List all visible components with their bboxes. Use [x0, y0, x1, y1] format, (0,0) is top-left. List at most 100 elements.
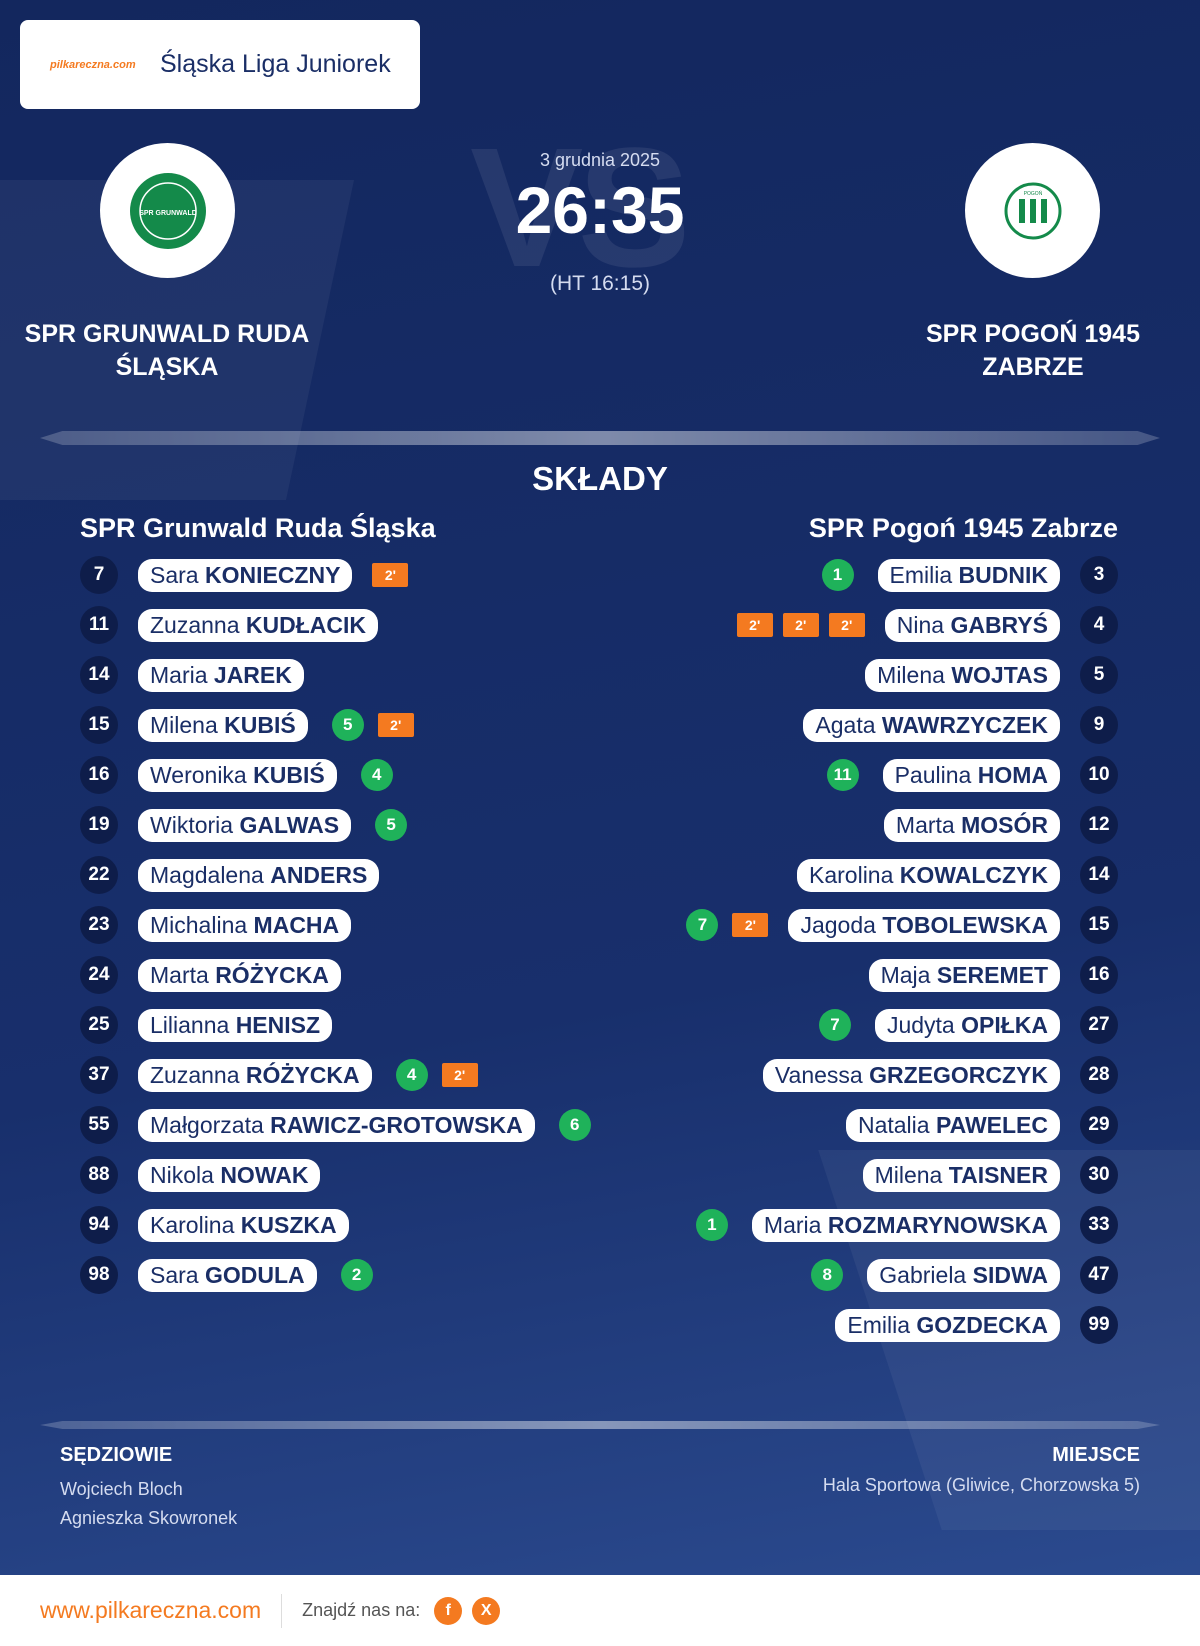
first-name: Gabriela [879, 1261, 967, 1288]
venue: Hala Sportowa (Gliwice, Chorzowska 5) [822, 1475, 1140, 1495]
first-name: Weronika [150, 761, 247, 788]
header-card: pilkareczna.com Śląska Liga Juniorek [20, 20, 420, 109]
first-name: Marta [895, 811, 955, 838]
shirt-number: 14 [80, 656, 118, 694]
player-row: Vanessa GRZEGORCZYK 28 [753, 1055, 1118, 1095]
first-name: Emilia [889, 561, 953, 588]
official: Agnieszka Skowronek [60, 1508, 238, 1528]
penalty-badge: 2' [736, 613, 773, 637]
player-row: 16 Weronika KUBIŚ 4 [80, 755, 397, 795]
player-name: Lilianna HENISZ [138, 1008, 333, 1042]
first-name: Maria [150, 661, 208, 688]
section-title: SKŁADY [532, 460, 668, 497]
player-row: Natalia PAWELEC 29 [836, 1105, 1118, 1145]
player-name: Milena KUBIŚ [138, 708, 308, 742]
first-name: Nina [896, 611, 945, 638]
last-name: RAWICZ-GROTOWSKA [270, 1111, 523, 1138]
player-row: 37 Zuzanna RÓŻYCKA 4 2' [80, 1055, 478, 1095]
player-row: 1 Emilia BUDNIK 3 [818, 555, 1118, 595]
officials: Wojciech Bloch Agnieszka Skowronek [60, 1475, 237, 1533]
player-name: Maja SEREMET [868, 958, 1060, 992]
player-row: Milena TAISNER 30 [853, 1155, 1118, 1195]
first-name: Małgorzata [150, 1111, 264, 1138]
player-row: Milena WOJTAS 5 [855, 655, 1118, 695]
first-name: Maria [763, 1211, 822, 1238]
shirt-number: 28 [1080, 1056, 1118, 1094]
player-name: Nina GABRYŚ [884, 608, 1060, 642]
player-name: Emilia BUDNIK [877, 558, 1060, 592]
home-lineup-title: SPR Grunwald Ruda Śląska [80, 513, 436, 543]
player-row: 8 Gabriela SIDWA 47 [807, 1255, 1118, 1295]
officials-label: SĘDZIOWIE [60, 1444, 173, 1466]
goals-badge: 2 [340, 1259, 373, 1291]
score: 26:35 [515, 173, 685, 247]
watermark: VS [470, 113, 691, 303]
last-name: JAREK [213, 661, 292, 688]
last-name: OPIŁKA [961, 1011, 1048, 1038]
player-row: 7 2' Jagoda TOBOLEWSKA 15 [682, 905, 1118, 945]
goals-badge: 1 [821, 559, 854, 591]
player-name: Karolina KOWALCZYK [797, 858, 1060, 892]
player-name: Sara KONIECZNY [138, 558, 353, 592]
shirt-number: 24 [80, 956, 118, 994]
penalty-badge: 2' [441, 1063, 478, 1087]
match-date: 3 grudnia 2025 [539, 150, 661, 170]
league-title: Śląska Liga Juniorek [160, 50, 391, 78]
brand-sub: .com [109, 58, 136, 71]
first-name: Sara [150, 561, 199, 588]
away-logo: POGOŃ [965, 143, 1100, 278]
shirt-number: 98 [80, 1256, 118, 1294]
player-row: 7 Judyta OPIŁKA 27 [815, 1005, 1118, 1045]
first-name: Jagoda [800, 911, 876, 938]
last-name: WOJTAS [951, 661, 1048, 688]
player-row: 19 Wiktoria GALWAS 5 [80, 805, 411, 845]
last-name: KUBIŚ [224, 711, 296, 738]
first-name: Nikola [150, 1161, 214, 1188]
player-name: Judyta OPIŁKA [874, 1008, 1060, 1042]
player-row: 7 Sara KONIECZNY 2' [80, 555, 409, 595]
goals-badge: 1 [695, 1209, 728, 1241]
player-name: Karolina KUSZKA [138, 1208, 349, 1242]
away-lineup-title: SPR Pogoń 1945 Zabrze [808, 513, 1118, 543]
first-name: Milena [874, 1161, 943, 1188]
first-name: Marta [150, 961, 209, 988]
shirt-number: 15 [1080, 906, 1118, 944]
penalty-badge: 2' [828, 613, 865, 637]
last-name: KOWALCZYK [899, 861, 1048, 888]
player-name: Zuzanna KUDŁACIK [138, 608, 379, 642]
shirt-number: 19 [80, 806, 118, 844]
last-name: KUSZKA [240, 1211, 337, 1238]
facebook-icon[interactable]: f [434, 1596, 463, 1625]
away-name: SPR POGOŃ 1945 ZABRZE [926, 320, 1140, 381]
player-row: 11 Paulina HOMA 10 [823, 755, 1118, 795]
player-row: 15 Milena KUBIŚ 5 2' [80, 705, 414, 745]
divider [40, 1421, 1160, 1429]
last-name: GODULA [204, 1261, 305, 1288]
home-logo: SPR GRUNWALD [100, 143, 235, 278]
player-name: Maria ROZMARYNOWSKA [751, 1208, 1060, 1242]
goals-badge: 5 [331, 709, 364, 741]
last-name: HOMA [977, 761, 1048, 788]
shirt-number: 88 [80, 1156, 118, 1194]
shirt-number: 16 [1080, 956, 1118, 994]
player-row: 25 Lilianna HENISZ [80, 1005, 342, 1045]
player-row: 55 Małgorzata RAWICZ-GROTOWSKA 6 [80, 1105, 595, 1145]
last-name: WAWRZYCZEK [881, 711, 1048, 738]
first-name: Sara [150, 1261, 199, 1288]
shirt-number: 7 [80, 556, 118, 594]
player-name: Gabriela SIDWA [867, 1258, 1060, 1292]
x-icon[interactable]: X [472, 1596, 501, 1625]
shirt-number: 37 [80, 1056, 118, 1094]
player-name: Maria JAREK [138, 658, 304, 692]
player-row: 24 Marta RÓŻYCKA [80, 955, 351, 995]
first-name: Milena [150, 711, 218, 738]
last-name: KUDŁACIK [245, 611, 367, 638]
player-name: Natalia PAWELEC [845, 1108, 1060, 1142]
player-name: Milena WOJTAS [865, 658, 1060, 692]
shirt-number: 94 [80, 1206, 118, 1244]
website[interactable]: www.pilkareczna.com [40, 1597, 262, 1623]
player-name: Agata WAWRZYCZEK [803, 708, 1060, 742]
first-name: Wiktoria [150, 811, 234, 838]
player-row: 22 Magdalena ANDERS [80, 855, 389, 895]
shirt-number: 25 [80, 1006, 118, 1044]
